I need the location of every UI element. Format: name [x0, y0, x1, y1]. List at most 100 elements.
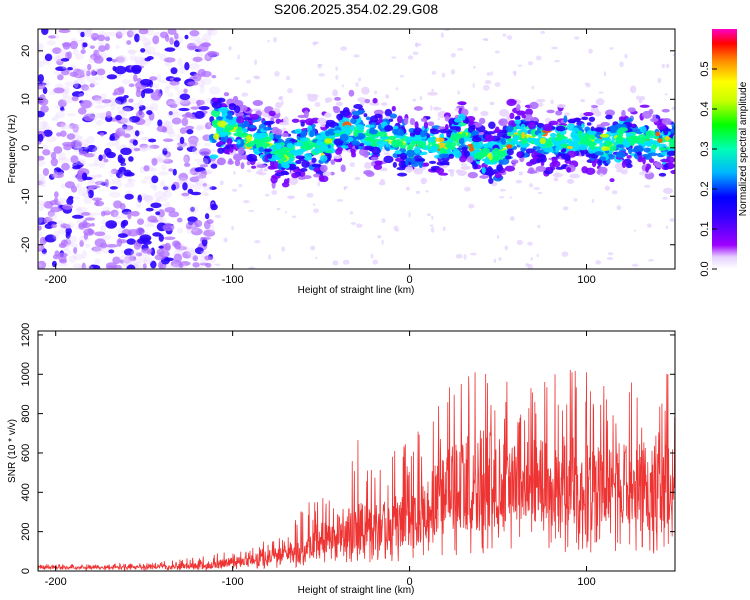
spectrogram-cell	[369, 137, 377, 144]
spectrogram-cell	[187, 81, 199, 86]
spectrogram-cell	[179, 99, 191, 107]
spectrogram-cell	[595, 260, 602, 265]
spectrogram-cell	[117, 98, 125, 104]
spectrogram-cell	[128, 115, 141, 123]
spectrogram-cell	[530, 257, 534, 261]
spectrogram-cell	[124, 193, 134, 200]
spectrogram-cell	[310, 142, 317, 147]
spectrogram-cell	[155, 211, 161, 216]
spectrogram-cell	[93, 49, 100, 57]
spectrogram-cell	[571, 127, 580, 133]
spectrogram-cell	[38, 74, 45, 83]
spectrogram-cell	[136, 257, 148, 264]
spectrogram-cell	[44, 53, 53, 62]
spectrogram-cell	[246, 79, 252, 84]
spectrogram-cell	[660, 158, 671, 163]
spectrogram-cell	[78, 151, 88, 156]
spectrogram-cell	[623, 141, 631, 148]
spectrogram-cell	[252, 75, 260, 79]
spectrogram-cell	[291, 118, 300, 123]
spectrogram-cell	[60, 58, 70, 62]
spectrogram-cell	[341, 109, 351, 117]
spectrogram-cell	[169, 103, 178, 109]
spectrogram-cell	[75, 196, 81, 200]
spectrogram-cell	[104, 32, 117, 37]
spectrogram-cell	[109, 169, 115, 178]
spectrogram-cell	[141, 253, 150, 258]
spectrogram-cell	[658, 147, 667, 151]
spectrogram-cell	[185, 112, 193, 117]
spectrogram-cell	[465, 118, 470, 125]
spectrogram-cell	[82, 219, 88, 229]
spectrogram-cell	[76, 136, 83, 141]
spectrogram-cell	[207, 29, 213, 36]
spectrogram-cell	[143, 195, 154, 201]
spectrogram-cell	[516, 103, 521, 112]
spectrogram-cell	[51, 117, 56, 122]
spectrogram-cell	[556, 104, 567, 108]
spectrogram-cell	[94, 145, 100, 152]
spectrogram-cell	[381, 239, 384, 246]
spectrogram-cell	[234, 77, 240, 80]
spectrogram-cell	[188, 205, 199, 214]
spectrogram-cell	[489, 101, 495, 106]
spectrogram-cell	[591, 198, 595, 203]
spectrogram-cell	[502, 135, 512, 139]
spectrogram-cell	[89, 212, 101, 216]
spectrogram-cell	[527, 61, 534, 66]
spectrogram-cell	[414, 145, 421, 154]
spectrogram-cell	[38, 180, 44, 185]
spectrogram-cell	[172, 168, 177, 176]
spectrogram-cell	[69, 71, 79, 77]
spectrogram-cell	[454, 107, 460, 112]
spectrogram-cell	[671, 123, 675, 129]
spectrogram-cell	[58, 29, 71, 34]
spectrogram-cell	[139, 143, 149, 149]
spectrogram-cell	[163, 190, 173, 199]
spectrogram-cell	[236, 139, 241, 145]
spectrogram-cell	[202, 158, 209, 166]
spectrogram-cell	[53, 70, 64, 75]
spectrogram-cell	[174, 32, 179, 40]
spectrogram-cell	[370, 253, 374, 259]
spectrogram-cell	[150, 219, 159, 223]
spectrogram-cell	[510, 131, 514, 136]
spectrogram-cell	[214, 263, 221, 266]
spectrogram-cell	[246, 153, 258, 162]
spectrogram-cell	[167, 111, 175, 119]
spectrogram-cell	[555, 125, 566, 132]
spectrogram-cell	[60, 130, 67, 138]
spectrogram-cell	[646, 223, 652, 228]
spectrogram-cell	[229, 146, 234, 153]
spectrogram-cell	[408, 156, 415, 163]
spectrogram-cell	[609, 129, 617, 134]
spectrogram-cell	[181, 192, 190, 197]
spectrogram-cell	[312, 203, 316, 206]
spectrogram-cell	[506, 148, 514, 156]
spectrogram-cell	[141, 194, 152, 202]
spectrogram-cell	[535, 165, 547, 172]
spectrogram-cell	[480, 110, 489, 117]
spectrogram-cell	[126, 178, 136, 184]
spectrogram-cell	[439, 147, 446, 155]
spectrogram-cell	[550, 132, 557, 138]
spectrogram-cell	[92, 148, 97, 157]
spectrogram-cell	[95, 199, 100, 207]
colorbar-label: Normalized spectral amplitude	[738, 81, 749, 216]
spectrogram-cell	[203, 220, 211, 230]
spectrogram-cell	[179, 127, 187, 135]
spectrogram-cell	[455, 169, 462, 174]
spectrogram-x-label: Height of straight line (km)	[298, 285, 415, 296]
spectrogram-cell	[69, 124, 81, 130]
spectrogram-cell	[429, 224, 434, 227]
spectrogram-cell	[506, 35, 513, 40]
spectrogram-cell	[439, 107, 442, 111]
spectrogram-cell	[116, 29, 127, 36]
spectrogram-cell	[96, 68, 106, 76]
spectrogram-cell	[210, 203, 218, 211]
spectrogram-cell	[428, 148, 437, 153]
spectrogram-cell	[73, 79, 79, 88]
spectrogram-cell	[627, 107, 636, 113]
spectrogram-cell	[357, 97, 367, 103]
spectrogram-cell	[120, 118, 133, 125]
